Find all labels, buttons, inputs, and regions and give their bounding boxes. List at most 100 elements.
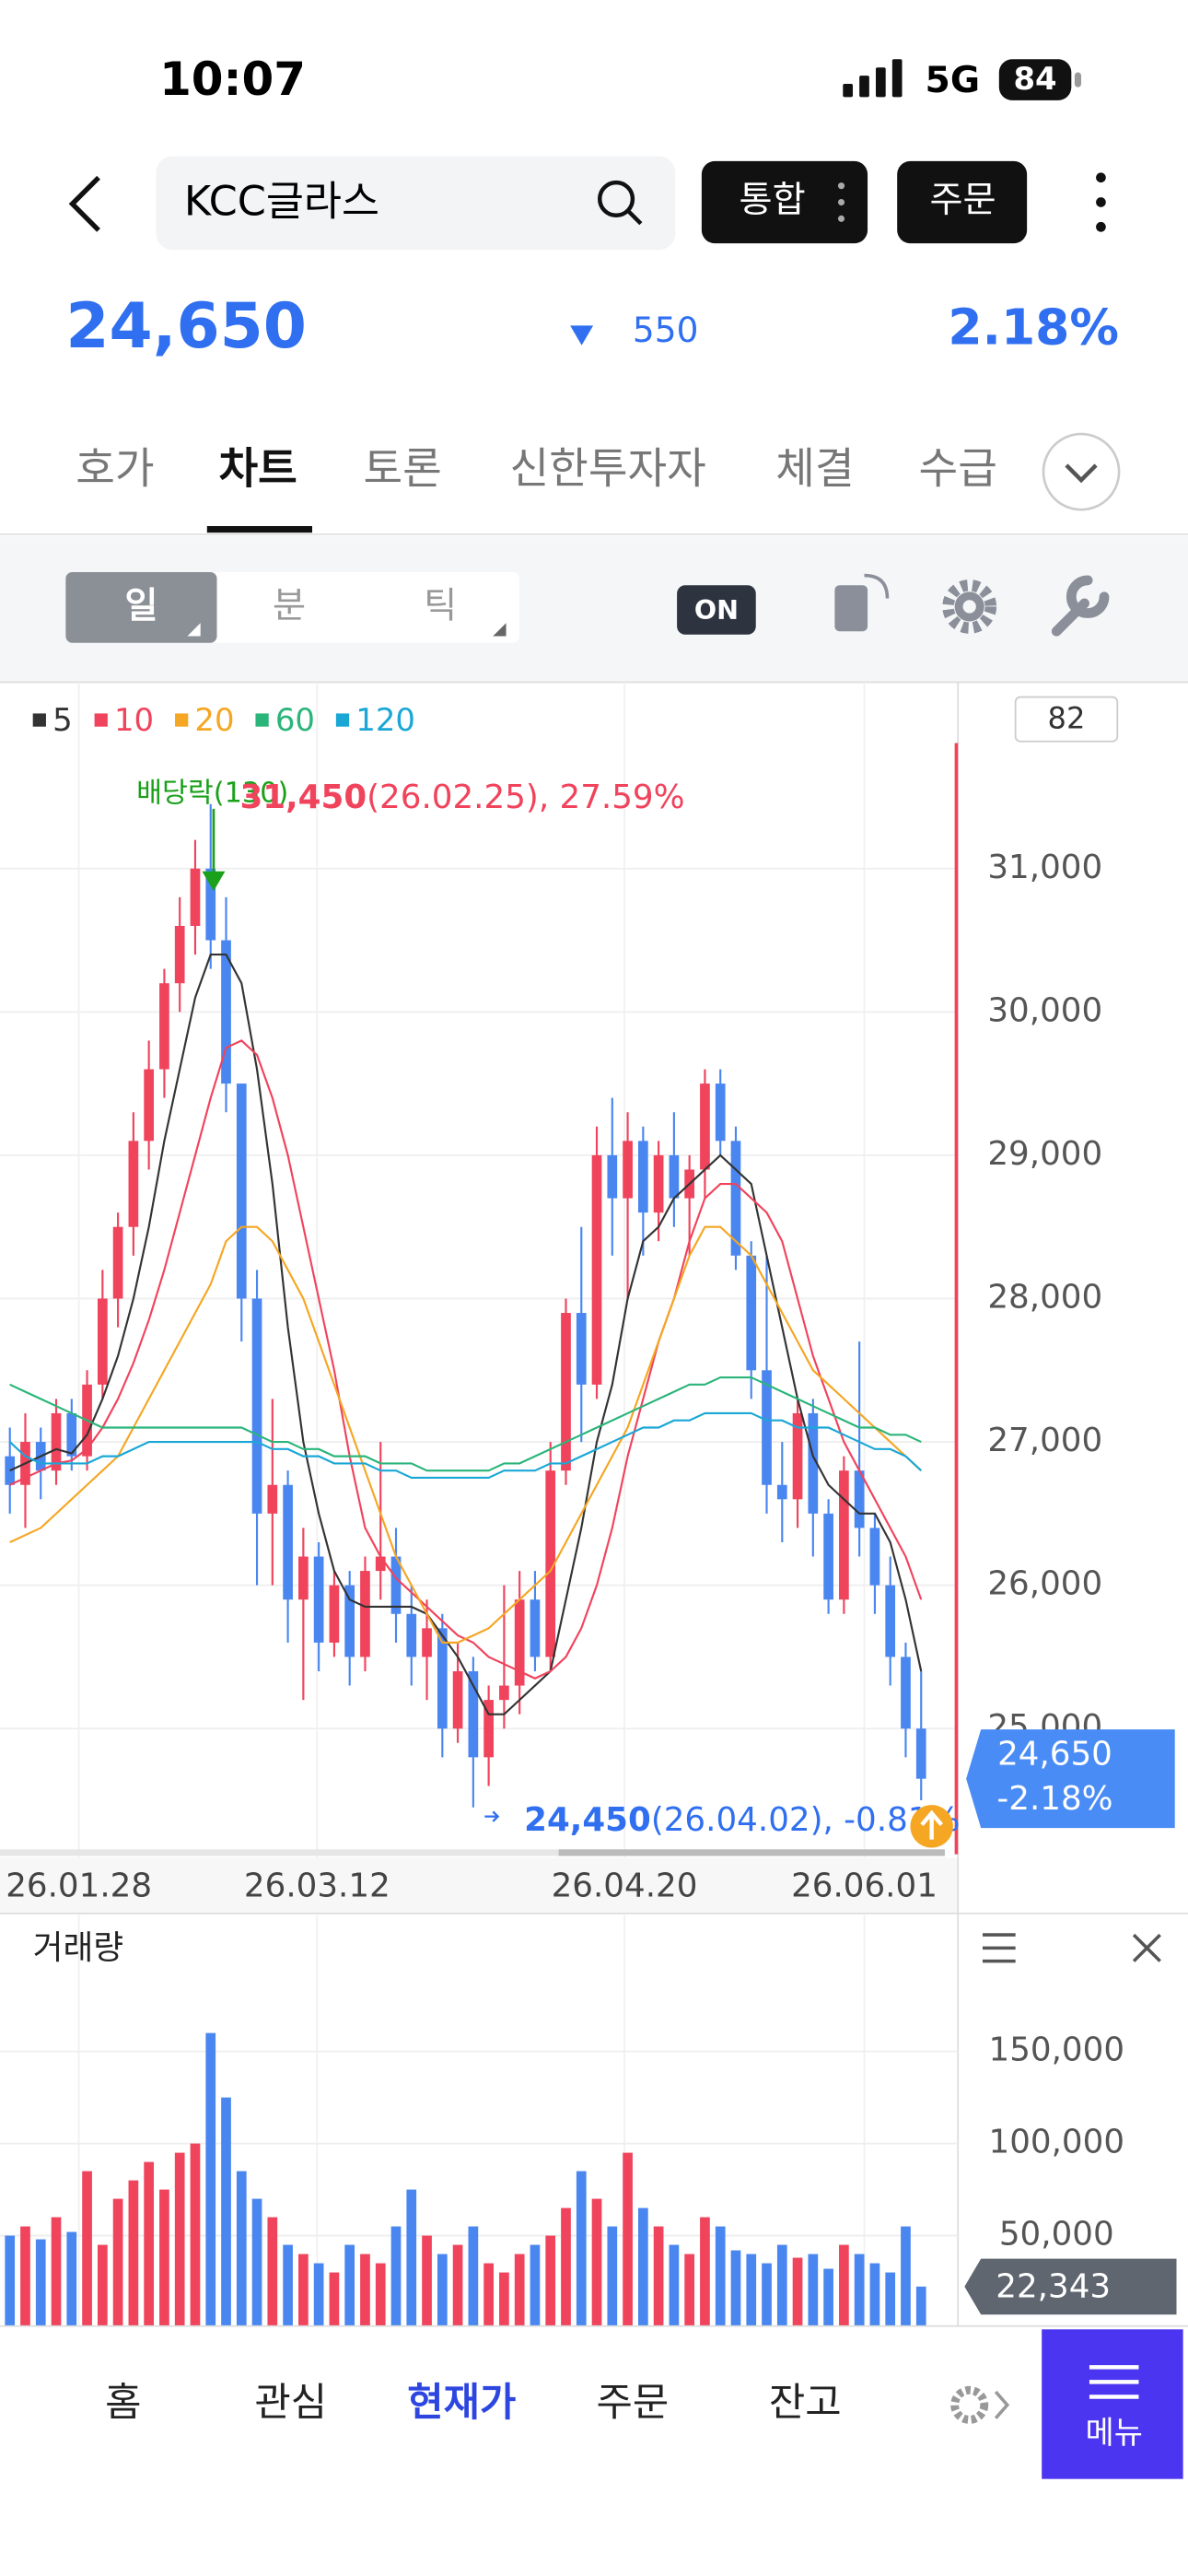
- volume-bar: [915, 2286, 926, 2326]
- candle-body: [283, 1484, 293, 1600]
- menu-icon: [1089, 2365, 1139, 2399]
- menu-button[interactable]: [1042, 2329, 1183, 2479]
- search-icon[interactable]: [598, 180, 643, 226]
- volume-bar: [298, 2254, 309, 2326]
- volume-bar: [901, 2226, 911, 2326]
- back-button[interactable]: [68, 175, 100, 232]
- candle-body: [66, 1412, 77, 1457]
- candle-body: [221, 940, 231, 1084]
- corner-mark: [187, 623, 201, 637]
- candle-body: [776, 1484, 787, 1500]
- more-button[interactable]: [1096, 172, 1106, 232]
- candle-body: [854, 1470, 865, 1528]
- candle-body: [236, 1083, 247, 1299]
- candle-body: [97, 1298, 108, 1385]
- tab-active[interactable]: 차트: [218, 444, 297, 494]
- candle-body: [251, 1298, 262, 1514]
- price-chart: 25,00026,00027,00028,00029,00030,00031,0…: [0, 682, 1102, 1904]
- volume-bar: [221, 2097, 231, 2326]
- volume-bar: [128, 2180, 139, 2326]
- volume-bar: [885, 2272, 896, 2326]
- status-time: 10:07: [159, 53, 306, 106]
- corner-mark: [493, 623, 507, 637]
- volume-bar: [437, 2254, 448, 2326]
- volume-close-icon[interactable]: [1132, 1933, 1161, 1962]
- nav-settings-icon[interactable]: [950, 2385, 989, 2424]
- volume-menu-icon[interactable]: [982, 1933, 1016, 1963]
- combined-button[interactable]: [701, 160, 868, 244]
- last-price-box: [966, 1729, 1175, 1829]
- volume-bar: [530, 2244, 541, 2326]
- legend-swatch: [335, 713, 350, 727]
- tab[interactable]: 수급: [919, 444, 997, 494]
- candle-body: [730, 1141, 741, 1256]
- candle-body: [190, 868, 201, 926]
- period-option[interactable]: 일: [124, 586, 157, 627]
- settings-icon[interactable]: [942, 579, 997, 634]
- candle-body: [746, 1255, 757, 1371]
- dividend-arrowhead: [202, 871, 226, 892]
- x-tick-label: 26.06.01: [791, 1867, 938, 1904]
- volume-bar: [66, 2231, 77, 2326]
- order-button-label: 주문: [929, 180, 996, 221]
- candle-body: [607, 1154, 618, 1199]
- y-tick-label: 50,000: [999, 2216, 1114, 2254]
- volume-bar: [653, 2226, 664, 2326]
- toggle[interactable]: [677, 585, 756, 635]
- y-tick-label: 29,000: [987, 1135, 1102, 1173]
- volume-bar: [236, 2171, 247, 2326]
- current-price: 24,650: [65, 289, 307, 362]
- rotate-icon[interactable]: [834, 573, 890, 632]
- tab-expand[interactable]: [1042, 432, 1121, 511]
- volume-bar: [174, 2152, 185, 2326]
- candle-body: [576, 1313, 587, 1385]
- tab[interactable]: 토론: [363, 444, 441, 494]
- candle-body: [390, 1556, 402, 1614]
- volume-bar: [20, 2226, 30, 2326]
- volume-bar: [35, 2239, 46, 2326]
- legend-swatch: [94, 713, 108, 727]
- tool-icon[interactable]: [1051, 575, 1110, 637]
- volume-bar: [82, 2171, 92, 2326]
- last-price: 24,650: [997, 1736, 1112, 1774]
- search-box[interactable]: [156, 156, 676, 251]
- candle-body: [530, 1599, 541, 1657]
- y-tick-label: 30,000: [987, 991, 1102, 1029]
- volume-bar: [869, 2263, 880, 2326]
- legend-swatch: [32, 713, 46, 727]
- volume-bar: [97, 2244, 108, 2326]
- y-tick-label: 28,000: [987, 1278, 1102, 1316]
- date-axis-band: [0, 1857, 959, 1914]
- volume-bar: [468, 2226, 479, 2326]
- change-rate: 2.18%: [948, 298, 1119, 356]
- volume-bar: [144, 2161, 155, 2326]
- price-change: 550: [633, 310, 699, 350]
- tab[interactable]: 신한투자자: [510, 444, 706, 494]
- nav-item[interactable]: 주문: [597, 2380, 670, 2426]
- y-tick-label: 31,000: [987, 849, 1102, 886]
- nav-item[interactable]: 잔고: [769, 2380, 842, 2426]
- candle-body: [792, 1412, 803, 1500]
- period-selected[interactable]: [65, 571, 217, 643]
- last-change: -2.18%: [996, 1780, 1112, 1818]
- order-button[interactable]: [897, 160, 1028, 244]
- candle-body: [637, 1141, 648, 1213]
- candle-body: [561, 1313, 571, 1471]
- volume-bar: [561, 2207, 571, 2326]
- tab-underline: [206, 526, 313, 533]
- period-option[interactable]: 틱: [424, 586, 457, 627]
- volume-bar: [623, 2152, 633, 2326]
- candle-body: [437, 1628, 448, 1729]
- period-option[interactable]: 분: [273, 586, 306, 627]
- nav-item[interactable]: 관심: [254, 2380, 327, 2426]
- scrollbar-thumb[interactable]: [558, 1849, 945, 1856]
- stock-name: KCC글라스: [184, 177, 379, 225]
- volume-bar: [499, 2272, 509, 2326]
- nav-more[interactable]: [994, 2390, 1010, 2419]
- low-pointer: [484, 1810, 500, 1822]
- tab[interactable]: 체결: [775, 444, 854, 494]
- nav-item-active[interactable]: 현재가: [407, 2380, 516, 2426]
- tab[interactable]: 호가: [76, 444, 154, 494]
- volume-bar: [839, 2244, 849, 2326]
- nav-item[interactable]: 홈: [105, 2380, 141, 2426]
